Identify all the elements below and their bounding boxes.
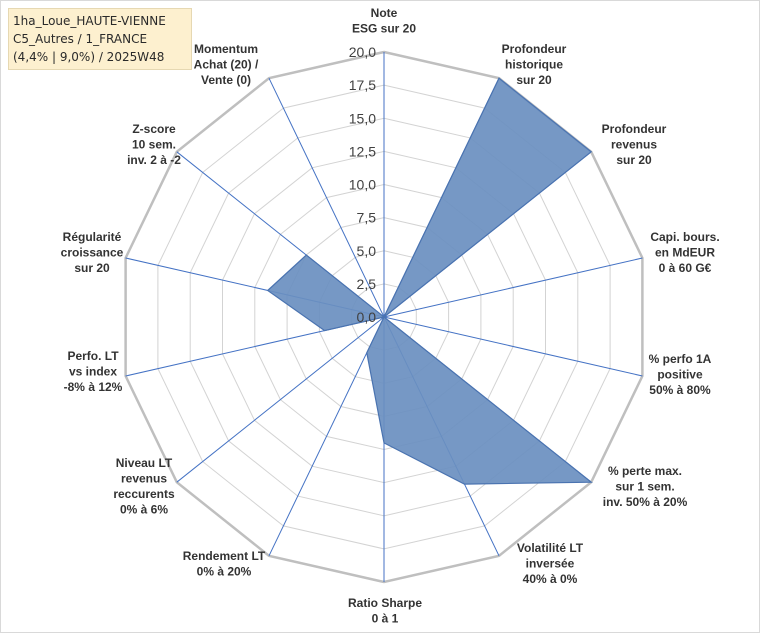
axis-label-line: Momentum	[194, 42, 258, 56]
tick-layer: 0,0 2,5 5,0 7,5 10,0 12,5 15,0 17,5 20,0	[349, 44, 376, 325]
axis-label: Momentum Achat (20) / Vente (0)	[194, 42, 259, 87]
axis-label: Z-score 10 sem. inv. 2 à -2	[127, 122, 181, 167]
axis-label-line: Régularité	[63, 230, 122, 244]
axis-label-line: 0 à 1	[372, 612, 399, 626]
axis-label-line: reccurents	[113, 487, 175, 501]
axis-label: Niveau LT revenus reccurents 0% à 6%	[113, 456, 175, 517]
axis-label-line: Note	[371, 6, 398, 20]
chart-title-box: 1ha_Loue_HAUTE-VIENNE C5_Autres / 1_FRAN…	[8, 8, 192, 70]
tick-label: 10,0	[349, 177, 376, 193]
axis-label-line: revenus	[611, 138, 657, 152]
axis-label-line: Niveau LT	[116, 456, 173, 470]
axis-label-line: Vente (0)	[201, 73, 251, 87]
axis-label: Régularité croissance sur 20	[61, 230, 124, 275]
tick-label: 5,0	[357, 243, 377, 259]
axis-label-line: Achat (20) /	[194, 58, 259, 72]
axis-label-line: sur 20	[516, 73, 552, 87]
axis-label: Profondeur historique sur 20	[502, 42, 567, 87]
title-line: 1ha_Loue_HAUTE-VIENNE	[13, 14, 166, 28]
data-series-area	[266, 77, 593, 485]
title-line: (4,4% | 9,0%) / 2025W48	[13, 50, 165, 64]
axis-label-line: 0 à 60 G€	[659, 261, 712, 275]
axis-label-line: % perfo 1A	[649, 352, 712, 366]
tick-label: 17,5	[349, 77, 376, 93]
axis-label-line: historique	[505, 58, 563, 72]
axis-label: Rendement LT 0% à 20%	[183, 549, 266, 579]
tick-label: 15,0	[349, 110, 376, 126]
axis-label-line: en MdEUR	[655, 246, 715, 260]
axis-label-line: 0% à 6%	[120, 503, 168, 517]
axis-label: Perfo. LT vs index -8% à 12%	[64, 349, 123, 394]
tick-label: 0,0	[357, 309, 377, 325]
axis-label: Capi. bours. en MdEUR 0 à 60 G€	[650, 230, 719, 275]
axis-spoke	[383, 257, 643, 318]
axis-label-line: sur 20	[74, 261, 110, 275]
axis-label-line: positive	[657, 368, 703, 382]
axis-label-line: Profondeur	[502, 42, 567, 56]
tick-label: 7,5	[357, 210, 377, 226]
axis-label-line: Ratio Sharpe	[348, 596, 422, 610]
axis-label-line: % perte max.	[608, 464, 682, 478]
axis-label-line: 10 sem.	[132, 138, 176, 152]
axis-label-line: Volatilité LT	[517, 541, 584, 555]
axis-label-line: revenus	[121, 472, 167, 486]
axis-label: % perte max. sur 1 sem. inv. 50% à 20%	[603, 464, 688, 509]
axis-label-line: -8% à 12%	[64, 380, 123, 394]
axis-label: Volatilité LT inversée 40% à 0%	[517, 541, 584, 586]
area-layer	[266, 77, 593, 485]
axis-label-line: ESG sur 20	[352, 22, 416, 36]
axis-label-line: 50% à 80%	[649, 383, 711, 397]
axis-spoke	[268, 316, 385, 557]
axis-label-line: inversée	[526, 557, 575, 571]
axis-label-line: croissance	[61, 246, 124, 260]
axis-spoke	[176, 316, 385, 483]
tick-label: 2,5	[357, 276, 377, 292]
axis-label: Ratio Sharpe 0 à 1	[348, 596, 422, 626]
axis-label-line: Rendement LT	[183, 549, 266, 563]
axis-label-line: inv. 50% à 20%	[603, 495, 688, 509]
axis-label: % perfo 1A positive 50% à 80%	[649, 352, 712, 397]
axis-label-line: Perfo. LT	[67, 349, 119, 363]
axis-spoke	[268, 77, 385, 318]
axis-label-line: sur 20	[616, 153, 652, 167]
title-line: C5_Autres / 1_FRANCE	[13, 32, 148, 46]
axis-spoke	[383, 316, 643, 377]
axis-label-line: inv. 2 à -2	[127, 153, 181, 167]
axis-label-line: vs index	[69, 365, 117, 379]
axis-label-line: 40% à 0%	[523, 572, 578, 586]
axis-label-line: 0% à 20%	[197, 565, 252, 579]
axis-label-line: sur 1 sem.	[615, 480, 674, 494]
axis-label: Profondeur revenus sur 20	[602, 122, 667, 167]
axis-label-line: Z-score	[132, 122, 176, 136]
axis-label-line: Capi. bours.	[650, 230, 719, 244]
axis-label: Note ESG sur 20	[352, 6, 416, 36]
axis-label-line: Profondeur	[602, 122, 667, 136]
tick-label: 20,0	[349, 44, 376, 60]
tick-label: 12,5	[349, 143, 376, 159]
